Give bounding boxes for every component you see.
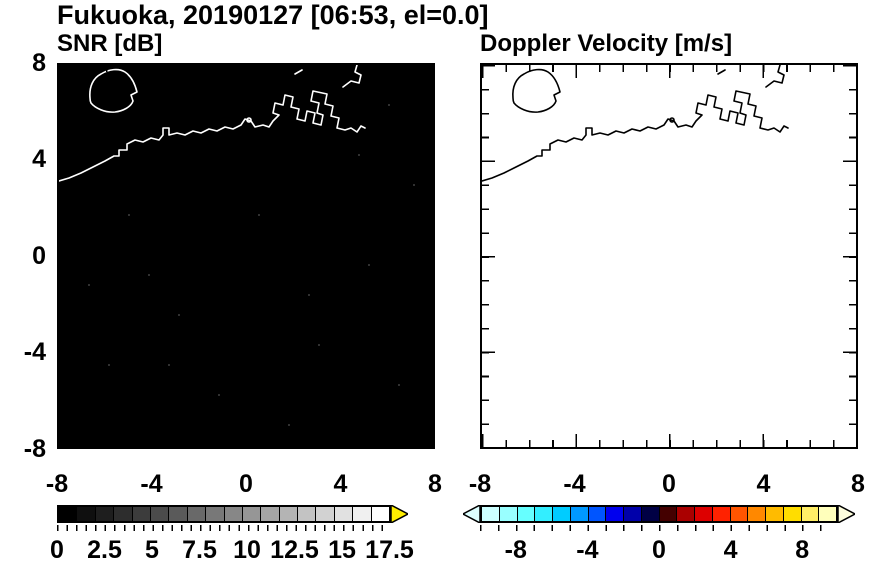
colorbar-segment	[570, 507, 589, 521]
x-tick-label: -8	[468, 470, 492, 498]
colorbar-segment	[132, 507, 151, 521]
colorbar-segment	[819, 507, 836, 521]
velocity-colorbar-under-arrow	[463, 505, 480, 523]
snr-colorbar	[57, 505, 391, 523]
colorbar-segment	[371, 507, 390, 521]
colorbar-segment	[169, 507, 188, 521]
snr-cbar-label: 10	[233, 536, 261, 564]
vel-cbar-label: 8	[795, 536, 810, 564]
y-tick-label: 4	[32, 145, 46, 173]
x-tick-label: -8	[45, 470, 69, 498]
velocity-colorbar-over-arrow	[838, 505, 855, 523]
colorbar-segment	[641, 507, 660, 521]
snr-cbar-label: 15	[328, 536, 356, 564]
snr-panel-title: SNR [dB]	[57, 30, 163, 57]
snr-cbar-label: 5	[145, 536, 159, 564]
colorbar-segment	[553, 507, 571, 521]
colorbar-segment	[606, 507, 624, 521]
colorbar-segment	[206, 507, 225, 521]
colorbar-segment	[95, 507, 115, 521]
velocity-colorbar	[480, 505, 838, 523]
y-tick-label: 0	[32, 242, 46, 270]
x-tick-label: 8	[851, 470, 865, 498]
x-tick-label: 0	[662, 470, 676, 498]
colorbar-segment	[59, 507, 78, 521]
x-tick-label: 8	[428, 470, 442, 498]
velocity-coastline-outline	[482, 65, 789, 182]
y-tick-label: 8	[32, 49, 46, 77]
colorbar-segment	[659, 507, 678, 521]
noise-speckles	[88, 104, 415, 426]
colorbar-segment	[150, 507, 170, 521]
colorbar-segment	[677, 507, 695, 521]
colorbar-segment	[77, 507, 96, 521]
colorbar-segment	[730, 507, 749, 521]
velocity-colorbar-ticks	[480, 525, 838, 531]
snr-cbar-label: 7.5	[182, 536, 217, 564]
colorbar-segment	[801, 507, 820, 521]
colorbar-segment	[535, 507, 553, 521]
figure-title: Fukuoka, 20190127 [06:53, el=0.0]	[57, 0, 489, 30]
colorbar-segment	[187, 507, 207, 521]
colorbar-segment	[712, 507, 731, 521]
vel-cbar-label: -4	[576, 536, 599, 564]
colorbar-segment	[224, 507, 243, 521]
snr-cbar-label: 2.5	[87, 536, 122, 564]
colorbar-segment	[114, 507, 133, 521]
velocity-plot-area	[480, 63, 858, 449]
snr-coastline-outline	[59, 65, 415, 426]
vel-cbar-label: 4	[723, 536, 738, 564]
snr-plot-area	[57, 63, 435, 449]
colorbar-segment	[242, 507, 262, 521]
y-tick-label: -4	[23, 338, 46, 366]
colorbar-segment	[298, 507, 317, 521]
colorbar-segment	[624, 507, 642, 521]
colorbar-segment	[695, 507, 713, 521]
y-tick-label: -8	[23, 435, 46, 463]
colorbar-segment	[353, 507, 372, 521]
x-tick-label: 4	[333, 470, 348, 498]
colorbar-segment	[517, 507, 536, 521]
colorbar-segment	[499, 507, 518, 521]
x-tick-label: 0	[239, 470, 253, 498]
colorbar-segment	[748, 507, 766, 521]
vel-cbar-label: -8	[504, 536, 527, 564]
snr-colorbar-ticks	[57, 525, 391, 531]
snr-colorbar-over-arrow	[391, 505, 408, 523]
colorbar-segment	[279, 507, 299, 521]
x-tick-label: 4	[756, 470, 771, 498]
vel-cbar-label: 0	[652, 536, 666, 564]
velocity-panel-title: Doppler Velocity [m/s]	[480, 30, 733, 57]
colorbar-segment	[783, 507, 802, 521]
colorbar-segment	[766, 507, 784, 521]
x-tick-label: -4	[140, 470, 163, 498]
colorbar-segment	[316, 507, 335, 521]
x-tick-label: -4	[563, 470, 586, 498]
colorbar-segment	[482, 507, 500, 521]
snr-cbar-label: 17.5	[365, 536, 414, 564]
colorbar-segment	[334, 507, 354, 521]
colorbar-segment	[588, 507, 607, 521]
snr-cbar-label: 0	[50, 536, 64, 564]
snr-cbar-label: 12.5	[270, 536, 319, 564]
colorbar-segment	[261, 507, 280, 521]
